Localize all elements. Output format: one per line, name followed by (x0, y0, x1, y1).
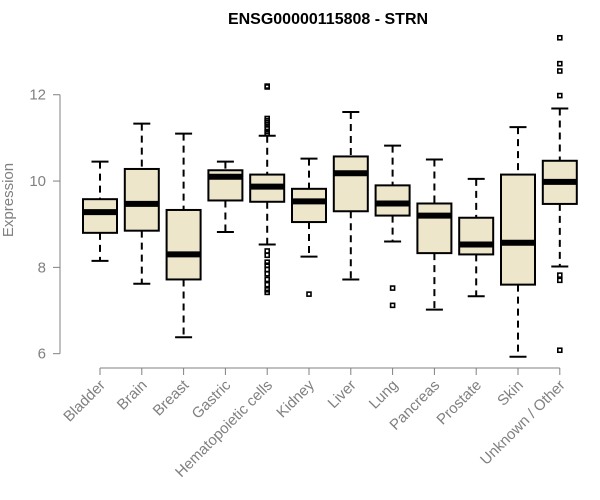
outlier-point (556, 92, 563, 99)
outlier-point (264, 266, 271, 273)
outlier-point (556, 68, 563, 74)
x-tick-label: Brain (114, 377, 151, 414)
x-tick-label: Skin (494, 377, 527, 410)
y-axis: 6 8 10 12 (29, 87, 61, 363)
outlier-point (264, 281, 271, 288)
y-tick-label: 10 (29, 173, 46, 190)
iqr-box (374, 184, 411, 217)
outlier-point (264, 125, 271, 132)
iqr-box (500, 173, 536, 286)
outlier-point (556, 347, 563, 354)
iqr-box (82, 198, 118, 234)
outlier-point (264, 130, 271, 137)
y-tick-label: 12 (29, 87, 46, 104)
x-tick-label: Prostate (433, 377, 485, 429)
outlier-point (264, 276, 271, 283)
box-brain (123, 122, 160, 285)
box-liver (332, 111, 369, 281)
outlier-point (556, 277, 563, 284)
box-gastric (207, 160, 244, 233)
box-lung (374, 144, 411, 309)
outlier-point (389, 302, 396, 309)
box-pancreas (416, 158, 453, 311)
boxes-group (82, 34, 578, 358)
outlier-point (306, 291, 312, 297)
outlier-point (264, 259, 271, 265)
box-hematopoietic-cells (249, 83, 286, 296)
y-axis-label: Expression (0, 163, 17, 237)
outlier-point (264, 248, 271, 254)
outlier-point (556, 60, 563, 67)
x-tick-label: Lung (366, 377, 402, 413)
outlier-point (264, 252, 271, 259)
iqr-box (458, 216, 495, 256)
x-tick-label: Breast (150, 376, 193, 419)
outlier-point (264, 84, 271, 90)
outlier-point (264, 271, 271, 277)
iqr-box (332, 155, 369, 213)
box-prostate (458, 177, 495, 298)
y-tick-label: 6 (38, 346, 46, 363)
x-tick-label: Liver (325, 377, 360, 412)
box-bladder (82, 160, 118, 262)
iqr-box (123, 167, 160, 232)
iqr-box (291, 187, 327, 224)
box-unknown-other (541, 34, 578, 354)
chart-title: ENSG00000115808 - STRN (228, 11, 428, 28)
iqr-box (165, 208, 202, 281)
outlier-point (556, 34, 563, 41)
x-tick-label: Kidney (273, 376, 318, 421)
box-kidney (291, 157, 327, 297)
y-tick-label: 8 (38, 259, 46, 276)
outlier-point (389, 285, 396, 291)
iqr-box (416, 202, 453, 255)
outlier-point (264, 262, 271, 269)
box-breast (165, 132, 202, 339)
box-skin (500, 126, 536, 358)
outlier-point (264, 289, 271, 296)
x-tick-label: Bladder (60, 377, 109, 426)
outlier-point (556, 272, 563, 278)
